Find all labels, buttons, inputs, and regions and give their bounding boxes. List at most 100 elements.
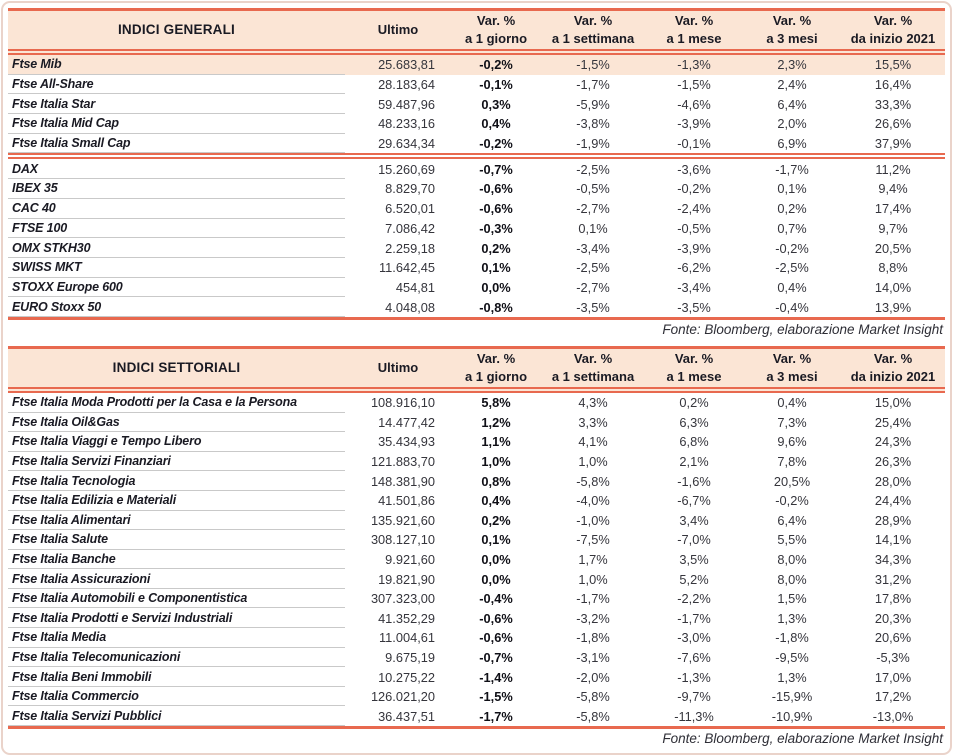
table-row: Ftse Italia Banche 9.921,60 0,0% 1,7% 3,… xyxy=(8,550,945,570)
var-1m-value: -3,0% xyxy=(677,630,711,646)
index-name: Ftse Italia Tecnologia xyxy=(8,471,345,491)
col-header-ultimo: Ultimo xyxy=(377,359,419,375)
var-1m-value: -3,9% xyxy=(677,240,711,256)
table-row: Ftse Italia Alimentari 135.921,60 0,2% -… xyxy=(8,511,945,531)
var-3m-value: -9,5% xyxy=(775,649,809,665)
ultimo-value: 28.183,64 xyxy=(378,77,435,93)
var-1d-value: -1,7% xyxy=(479,708,513,724)
var-1w-value: -2,7% xyxy=(576,279,610,295)
table-row: Ftse All-Share 28.183,64 -0,1% -1,7% -1,… xyxy=(8,75,945,95)
var-1m-value: -1,6% xyxy=(677,473,711,489)
var-1d-value: 0,0% xyxy=(481,551,511,567)
var-1w-value: -2,7% xyxy=(576,201,610,217)
table-row: Ftse Italia Servizi Pubblici 36.437,51 -… xyxy=(8,706,945,727)
var-1m-value: -2,4% xyxy=(677,201,711,217)
var-3m-value: 0,4% xyxy=(777,279,807,295)
var-3m-value: 5,5% xyxy=(777,532,807,548)
var-1w-value: 4,1% xyxy=(578,434,608,450)
general-indices-table: INDICI GENERALI Ultimo Var. % a 1 giorno… xyxy=(8,8,945,320)
var-1w-value: -3,4% xyxy=(576,240,610,256)
var-1d-value: 0,8% xyxy=(481,473,511,489)
var-ytd-value: 24,3% xyxy=(874,434,912,450)
var-1m-value: -0,1% xyxy=(677,136,711,152)
var-ytd-value: 14,1% xyxy=(874,532,912,548)
var-1d-value: 0,2% xyxy=(481,240,511,256)
ultimo-value: 59.487,96 xyxy=(378,96,435,112)
table-row: Ftse Italia Commercio 126.021,20 -1,5% -… xyxy=(8,687,945,707)
var-3m-value: 8,0% xyxy=(777,551,807,567)
ultimo-value: 29.634,34 xyxy=(378,136,435,152)
var-1d-value: 0,2% xyxy=(481,512,511,528)
var-1w-value: 3,3% xyxy=(578,414,608,430)
index-name: Ftse Italia Beni Immobili xyxy=(8,667,345,687)
ultimo-value: 9.675,19 xyxy=(385,649,435,665)
index-name: Ftse Italia Prodotti e Servizi Industria… xyxy=(8,608,345,629)
ultimo-value: 308.127,10 xyxy=(370,532,435,548)
var-ytd-value: 17,2% xyxy=(874,689,912,705)
var-3m-value: 1,5% xyxy=(777,591,807,607)
var-1d-value: 0,4% xyxy=(481,116,511,132)
ultimo-value: 48.233,16 xyxy=(378,116,435,132)
var-3m-value: -0,2% xyxy=(775,493,809,509)
table-row: Ftse Italia Small Cap 29.634,34 -0,2% -1… xyxy=(8,134,945,160)
table-row: Ftse Italia Moda Prodotti per la Casa e … xyxy=(8,393,945,413)
var-1w-value: 4,3% xyxy=(578,395,608,411)
var-1d-value: 1,0% xyxy=(481,454,511,470)
index-name: Ftse Italia Small Cap xyxy=(8,134,345,154)
var-1w-value: -2,5% xyxy=(576,260,610,276)
ultimo-value: 15.260,69 xyxy=(378,161,435,177)
var-1d-value: 0,1% xyxy=(481,260,511,276)
var-1d-value: -0,6% xyxy=(479,181,513,197)
general-table-header: INDICI GENERALI Ultimo Var. % a 1 giorno… xyxy=(8,8,945,55)
index-name: Ftse Italia Oil&Gas xyxy=(8,413,345,433)
ultimo-value: 121.883,70 xyxy=(370,454,435,470)
table-row: EURO Stoxx 50 4.048,08 -0,8% -3,5% -3,5%… xyxy=(8,297,945,317)
var-1d-value: -0,1% xyxy=(479,77,513,93)
sector-indices-table: INDICI SETTORIALI Ultimo Var. % a 1 gior… xyxy=(8,345,945,730)
var-1w-value: -7,5% xyxy=(576,532,610,548)
var-3m-value: 20,5% xyxy=(773,473,811,489)
var-3m-value: 6,4% xyxy=(777,96,807,112)
ultimo-value: 126.021,20 xyxy=(370,689,435,705)
var-1m-value: -1,3% xyxy=(677,669,711,685)
index-name: Ftse Italia Assicurazioni xyxy=(8,569,345,589)
index-name: OMX STKH30 xyxy=(8,238,345,258)
table-row: Ftse Mib 25.683,81 -0,2% -1,5% -1,3% 2,3… xyxy=(8,55,945,75)
table-row: Ftse Italia Oil&Gas 14.477,42 1,2% 3,3% … xyxy=(8,413,945,433)
col-header-var-1w: Var. % a 1 settimana xyxy=(541,13,645,48)
var-1d-value: 0,4% xyxy=(481,493,511,509)
var-1w-value: -5,8% xyxy=(576,689,610,705)
var-3m-value: -0,2% xyxy=(775,240,809,256)
var-1m-value: -1,7% xyxy=(677,610,711,626)
var-3m-value: -10,9% xyxy=(771,708,813,724)
var-1m-value: 3,5% xyxy=(679,551,709,567)
table-row: Ftse Italia Telecomunicazioni 9.675,19 -… xyxy=(8,648,945,668)
var-1d-value: -0,8% xyxy=(479,299,513,315)
var-3m-value: -2,5% xyxy=(775,260,809,276)
ultimo-value: 11.642,45 xyxy=(379,260,435,276)
index-name: Ftse Italia Salute xyxy=(8,530,345,550)
var-1w-value: 0,1% xyxy=(578,220,608,236)
var-sub-label: a 1 giorno xyxy=(464,31,528,46)
index-name: Ftse All-Share xyxy=(8,75,345,95)
var-3m-value: 8,0% xyxy=(777,571,807,587)
index-name: Ftse Italia Mid Cap xyxy=(8,114,345,134)
col-header-var-3m: Var. % a 3 mesi xyxy=(743,13,841,48)
var-1m-value: -6,2% xyxy=(677,260,711,276)
var-1d-value: 0,1% xyxy=(481,532,511,548)
ultimo-value: 454,81 xyxy=(395,279,435,295)
var-ytd-value: -5,3% xyxy=(876,649,910,665)
var-ytd-value: 9,7% xyxy=(878,220,908,236)
var-1w-value: -5,8% xyxy=(576,708,610,724)
var-label: Var. % xyxy=(573,350,613,366)
var-3m-value: 1,3% xyxy=(777,610,807,626)
sector-table-header: INDICI SETTORIALI Ultimo Var. % a 1 gior… xyxy=(8,345,945,393)
var-1d-value: 0,0% xyxy=(481,571,511,587)
index-name: Ftse Italia Banche xyxy=(8,550,345,570)
table-row: OMX STKH30 2.259,18 0,2% -3,4% -3,9% -0,… xyxy=(8,238,945,258)
var-1w-value: -1,7% xyxy=(576,77,610,93)
var-3m-value: 1,3% xyxy=(777,669,807,685)
var-1m-value: -0,5% xyxy=(677,220,711,236)
index-name: Ftse Italia Alimentari xyxy=(8,511,345,531)
var-1w-value: -1,0% xyxy=(576,512,610,528)
